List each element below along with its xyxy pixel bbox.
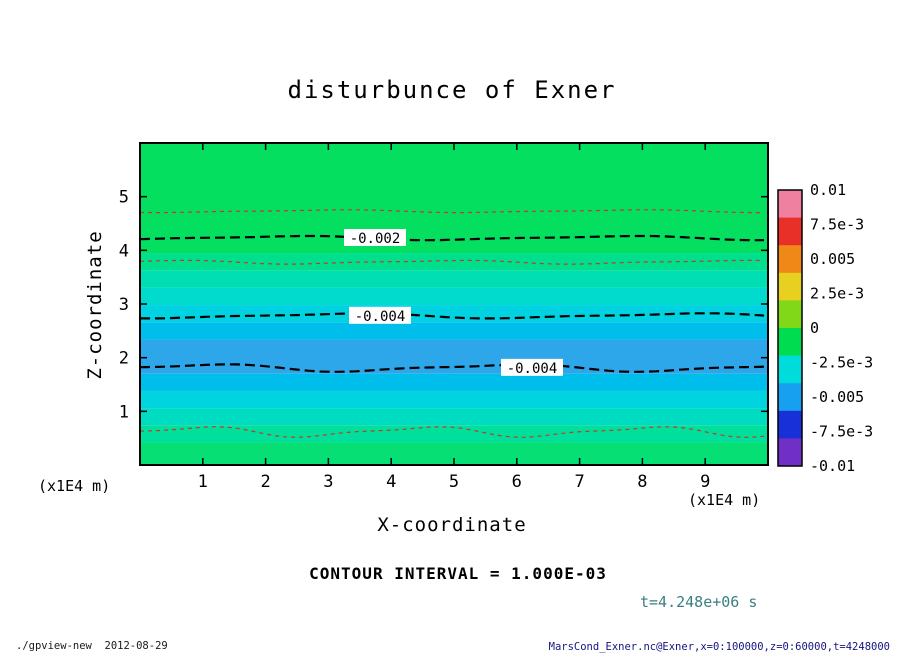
x-tick-label: 4 <box>386 472 396 492</box>
footer-command-text: ./gpview-new 2012-08-29 <box>16 640 168 652</box>
minor-contour-line <box>140 426 765 438</box>
colorbar-tick-label: 7.5e-3 <box>810 216 864 234</box>
colorbar-tick-label: -2.5e-3 <box>810 354 873 372</box>
contour-label: -0.004 <box>507 361 558 377</box>
tone-band <box>140 390 768 409</box>
tone-band <box>140 408 768 426</box>
colorbar-frame <box>777 189 803 467</box>
contour-labels: -0.002 -0.004 -0.004 <box>344 228 563 377</box>
colorbar-segment <box>778 217 802 246</box>
tone-band <box>140 305 768 323</box>
y-tick-label: 2 <box>119 349 129 369</box>
colorbar-tick-label: -0.01 <box>810 457 855 475</box>
tone-band <box>140 442 768 465</box>
axis-tick-labels: 1 2 3 4 5 6 7 8 9 1 2 3 4 5 <box>119 188 711 492</box>
y-tick-label: 3 <box>119 295 129 315</box>
contour-label: -0.002 <box>350 231 401 247</box>
x-tick-label: 2 <box>260 472 270 492</box>
colorbar-segment <box>778 410 802 439</box>
x-tick-label: 3 <box>323 472 333 492</box>
contour-lines <box>140 209 765 438</box>
colorbar-segment <box>778 438 802 467</box>
colorbar-segment <box>778 355 802 384</box>
colorbar-segment <box>778 300 802 329</box>
minor-contour-line <box>140 209 764 214</box>
tone-band <box>140 143 768 254</box>
tone-band <box>140 339 768 374</box>
y-tick-label: 4 <box>119 241 129 261</box>
contour-label-mask <box>501 358 563 376</box>
colorbar-tick-label: 0.005 <box>810 250 855 268</box>
y-tick-label: 1 <box>119 402 129 422</box>
tone-band <box>140 253 768 271</box>
tone-band <box>140 373 768 391</box>
x-axis-units-note: (x1E4 m) <box>688 491 761 509</box>
footer-source-text: MarsCond_Exner.nc@Exner,x=0:100000,z=0:6… <box>548 641 890 653</box>
x-tick-label: 6 <box>512 472 522 492</box>
colorbar-segment <box>778 383 802 412</box>
colorbar-tick-label: 0 <box>810 319 819 337</box>
colorbar-segment <box>778 190 802 219</box>
colorbar-tick-label: 2.5e-3 <box>810 285 864 303</box>
contour-label-mask <box>344 228 406 246</box>
tone-band <box>140 322 768 340</box>
colorbar-segment <box>778 245 802 274</box>
time-annotation: t=4.248e+06 s <box>640 593 758 611</box>
x-tick-label: 1 <box>198 472 208 492</box>
colorbar-tick-label: 0.01 <box>810 181 846 199</box>
contour-interval-note: CONTOUR INTERVAL = 1.000E-03 <box>309 564 607 583</box>
y-tick-label: 5 <box>119 188 129 208</box>
x-axis-label: X-coordinate <box>377 514 527 536</box>
chart-title: disturbunce of Exner <box>287 76 617 104</box>
y-axis-label: Z-coordinate <box>84 230 106 380</box>
colorbar: 0.01 7.5e-3 0.005 2.5e-3 0 -2.5e-3 -0.005 -7.5e… <box>777 181 873 475</box>
colorbar-tick-label: -0.005 <box>810 388 864 406</box>
axis-ticks <box>140 143 768 465</box>
colorbar-segment <box>778 328 802 357</box>
tone-bands <box>140 143 768 465</box>
tone-band <box>140 425 768 443</box>
tone-band <box>140 270 768 288</box>
tone-band <box>140 287 768 306</box>
colorbar-segment <box>778 272 802 301</box>
minor-contour-line <box>140 259 765 265</box>
x-tick-label: 8 <box>637 472 647 492</box>
x-tick-label: 5 <box>449 472 459 492</box>
contour-label-mask <box>349 306 411 324</box>
x-tick-label: 7 <box>574 472 584 492</box>
y-axis-units-note: (x1E4 m) <box>38 477 111 495</box>
x-tick-label: 9 <box>700 472 710 492</box>
contour-label: -0.004 <box>355 309 406 325</box>
colorbar-tick-label: -7.5e-3 <box>810 423 873 441</box>
